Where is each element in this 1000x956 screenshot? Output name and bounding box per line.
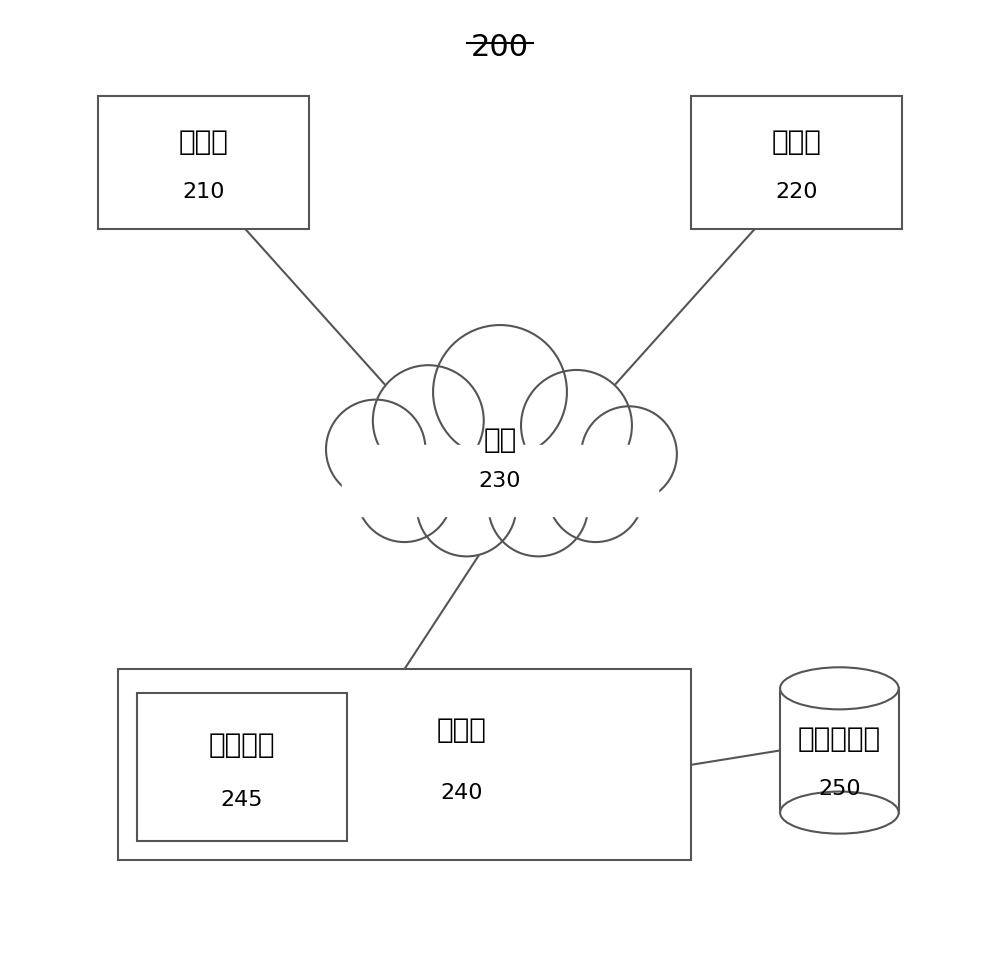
FancyBboxPatch shape <box>691 96 902 229</box>
Text: 250: 250 <box>818 779 861 798</box>
Bar <box>342 445 658 516</box>
FancyBboxPatch shape <box>118 669 691 860</box>
Text: 网络: 网络 <box>483 425 517 454</box>
Bar <box>780 688 899 813</box>
Circle shape <box>548 446 643 542</box>
Text: 索引数据库: 索引数据库 <box>798 725 881 753</box>
FancyBboxPatch shape <box>137 693 347 841</box>
Circle shape <box>581 406 677 502</box>
Text: 200: 200 <box>471 33 529 62</box>
Circle shape <box>373 365 484 476</box>
Text: 搜索引擎: 搜索引擎 <box>209 731 275 759</box>
Text: 210: 210 <box>182 182 225 202</box>
Text: 220: 220 <box>775 182 818 202</box>
Text: 客户端: 客户端 <box>179 128 229 157</box>
Circle shape <box>521 370 632 481</box>
Circle shape <box>489 457 588 556</box>
Circle shape <box>417 457 516 556</box>
Text: 245: 245 <box>221 790 263 810</box>
Text: 240: 240 <box>441 784 483 803</box>
Circle shape <box>357 446 452 542</box>
Text: 服务器: 服务器 <box>437 716 487 745</box>
Circle shape <box>433 325 567 459</box>
Ellipse shape <box>780 792 899 834</box>
Ellipse shape <box>780 667 899 709</box>
FancyBboxPatch shape <box>98 96 309 229</box>
Circle shape <box>326 400 425 499</box>
Text: 客户端: 客户端 <box>771 128 821 157</box>
Text: 230: 230 <box>479 471 521 490</box>
